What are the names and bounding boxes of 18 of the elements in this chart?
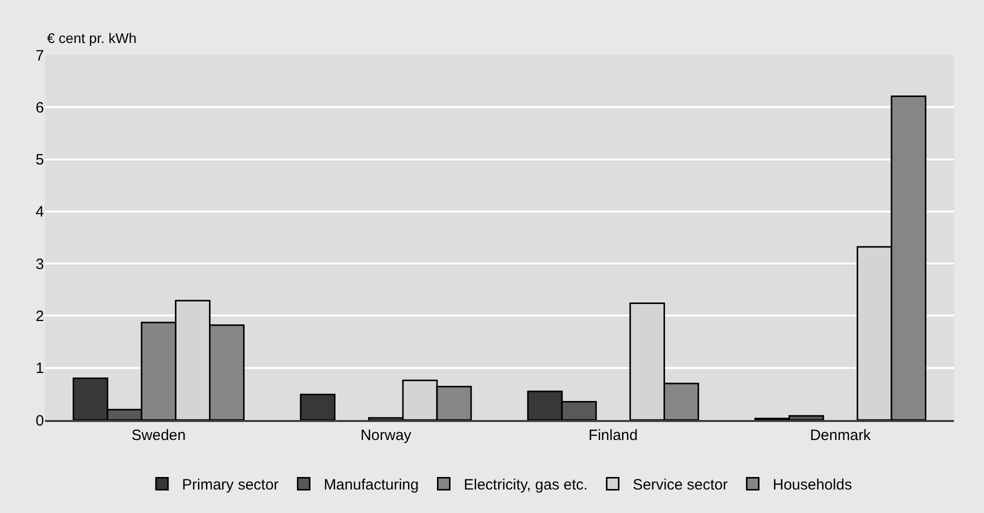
- y-tick-label: 4: [36, 204, 44, 221]
- y-tick-label: 2: [36, 308, 44, 325]
- y-tick-label: 7: [36, 47, 44, 64]
- y-tick-label: 1: [36, 360, 44, 378]
- legend-label: Electricity, gas etc.: [464, 476, 588, 494]
- y-tick-label: 6: [36, 99, 44, 116]
- y-tick-label: 5: [36, 152, 44, 169]
- x-tick-label: Norway: [360, 427, 412, 444]
- y-axis-title: € cent pr. kWh: [47, 30, 136, 46]
- y-tick-label: 3: [36, 256, 44, 273]
- legend-label: Manufacturing: [324, 476, 419, 494]
- x-tick-label: Denmark: [810, 427, 872, 444]
- x-tick-label: Finland: [588, 427, 638, 444]
- x-tick-label: Sweden: [132, 427, 186, 444]
- y-tick-label: 0: [36, 412, 44, 430]
- legend-label: Households: [772, 476, 852, 494]
- legend-label: Service sector: [632, 476, 728, 494]
- legend-label: Primary sector: [182, 476, 279, 494]
